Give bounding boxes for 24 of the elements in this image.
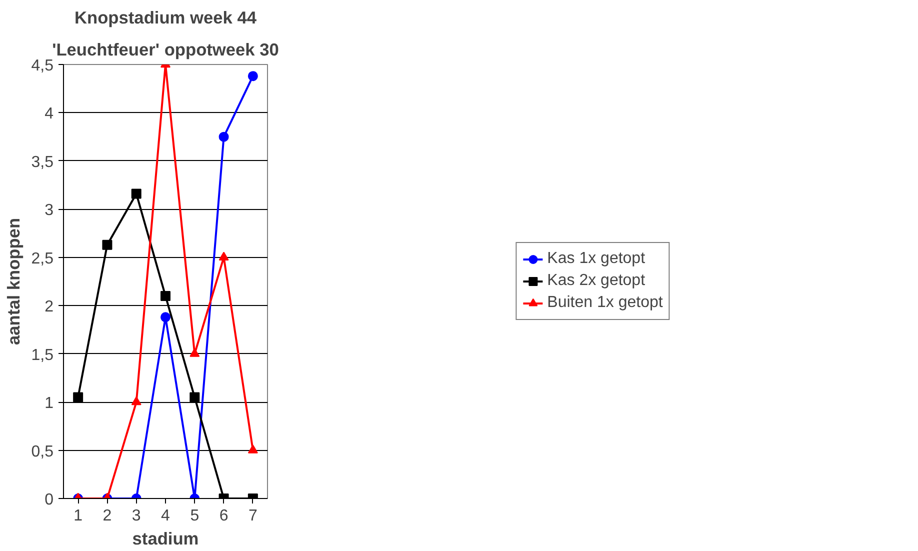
x-tick-label: 1 xyxy=(74,508,83,524)
legend-label: Kas 2x getopt xyxy=(547,272,646,290)
x-axis-title: stadium xyxy=(132,528,199,548)
y-tick-label: 2 xyxy=(44,298,54,316)
y-tick-label: 1,5 xyxy=(31,346,54,364)
chart-subtitle: 'Leuchtfeuer' oppotweek 30 xyxy=(52,40,279,60)
legend-label: Buiten 1x getopt xyxy=(547,294,663,312)
x-tick-label: 2 xyxy=(102,508,112,524)
y-tick-label: 0 xyxy=(44,492,54,508)
x-tick-label: 5 xyxy=(190,508,200,524)
y-axis-title: aantal knoppen xyxy=(3,218,24,346)
y-tick-label: 3,5 xyxy=(31,154,54,171)
y-tick-label: 1 xyxy=(44,395,54,412)
y-tick-label: 4,5 xyxy=(31,58,54,74)
x-tick-label: 7 xyxy=(248,508,258,524)
chart-title: Knopstadium week 44 xyxy=(74,8,257,28)
legend-label: Kas 1x getopt xyxy=(547,250,646,268)
x-tick-label: 3 xyxy=(132,508,141,524)
y-tick-label: 0,5 xyxy=(31,443,54,460)
x-tick-label: 4 xyxy=(161,508,170,524)
y-tick-label: 2,5 xyxy=(31,250,54,268)
y-tick-label: 3 xyxy=(44,202,54,220)
y-tick-label: 4 xyxy=(44,106,54,123)
x-tick-label: 6 xyxy=(219,508,228,524)
